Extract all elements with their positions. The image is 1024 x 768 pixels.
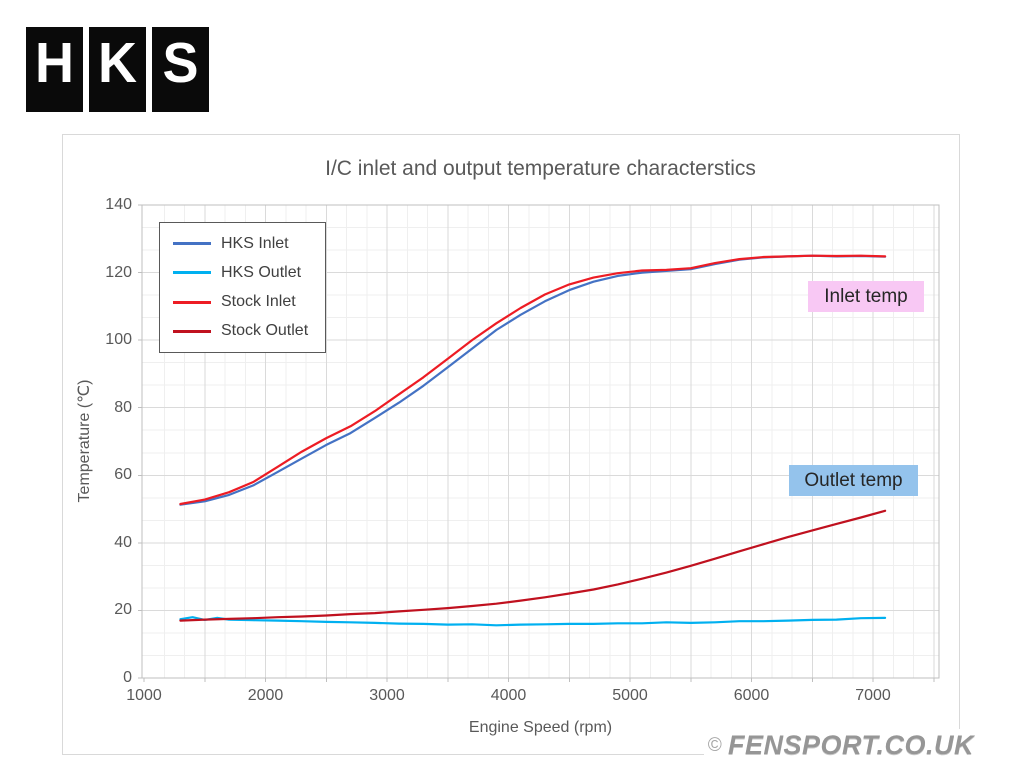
- series-line-stock-outlet: [179, 509, 887, 622]
- legend-line-swatch: [173, 300, 211, 304]
- x-tick-label: 6000: [733, 687, 770, 704]
- legend-line-swatch: [173, 242, 211, 246]
- x-tick-label: 3000: [369, 687, 405, 704]
- inlet-temp-callout: Inlet temp: [808, 281, 924, 312]
- x-tick-label: 7000: [855, 687, 891, 704]
- y-tick-label: 60: [114, 466, 132, 484]
- logo-tile-k: K: [89, 27, 146, 112]
- copyright-icon: ©: [707, 735, 722, 756]
- watermark-text: FENSPORT.CO.UK: [727, 730, 974, 760]
- logo-letter: S: [162, 31, 199, 95]
- legend-label: HKS Inlet: [221, 234, 289, 252]
- logo-letter: K: [98, 31, 137, 95]
- logo-letter: H: [35, 31, 74, 95]
- chart-title: I/C inlet and output temperature charact…: [325, 157, 756, 180]
- plot-border: [141, 204, 940, 679]
- logo-tile-h: H: [26, 27, 83, 112]
- y-tick-label: 80: [114, 398, 132, 416]
- y-tick-label: 100: [105, 331, 132, 349]
- legend-line-swatch: [173, 271, 211, 275]
- legend-label: HKS Outlet: [221, 263, 302, 281]
- legend-item-hks-outlet: HKS Outlet: [173, 264, 325, 282]
- y-tick-label: 120: [105, 263, 132, 281]
- x-tick-label: 2000: [247, 687, 284, 704]
- y-tick-label: 40: [114, 533, 132, 551]
- outlet-temp-callout: Outlet temp: [789, 465, 918, 496]
- fensport-watermark: © FENSPORT.CO.UK: [703, 729, 978, 764]
- series-line-hks-outlet: [179, 616, 887, 627]
- y-tick-label: 0: [123, 669, 132, 686]
- hks-logo: H K S: [26, 27, 209, 112]
- y-tick-label: 140: [105, 196, 132, 213]
- temperature-chart: I/C inlet and output temperature charact…: [62, 134, 960, 755]
- legend-line-swatch: [173, 329, 211, 333]
- x-tick-label: 5000: [612, 687, 648, 704]
- legend-label: Stock Inlet: [221, 293, 296, 311]
- legend-item-hks-inlet: HKS Inlet: [173, 235, 325, 253]
- legend-label: Stock Outlet: [221, 322, 309, 340]
- chart-legend: HKS Inlet HKS Outlet Stock Inlet Stock O…: [159, 222, 326, 353]
- x-tick-label: 4000: [490, 687, 527, 704]
- x-tick-label: 1000: [126, 687, 162, 704]
- logo-tile-s: S: [152, 27, 209, 112]
- legend-item-stock-inlet: Stock Inlet: [173, 293, 325, 311]
- series-line-stock-inlet: [179, 254, 887, 506]
- legend-item-stock-outlet: Stock Outlet: [173, 322, 325, 340]
- y-tick-label: 20: [114, 601, 132, 619]
- x-axis-title: Engine Speed (rpm): [468, 719, 613, 736]
